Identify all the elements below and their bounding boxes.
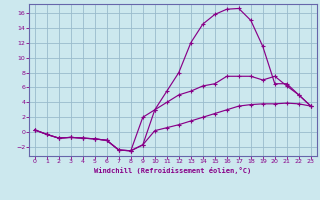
X-axis label: Windchill (Refroidissement éolien,°C): Windchill (Refroidissement éolien,°C) — [94, 167, 252, 174]
